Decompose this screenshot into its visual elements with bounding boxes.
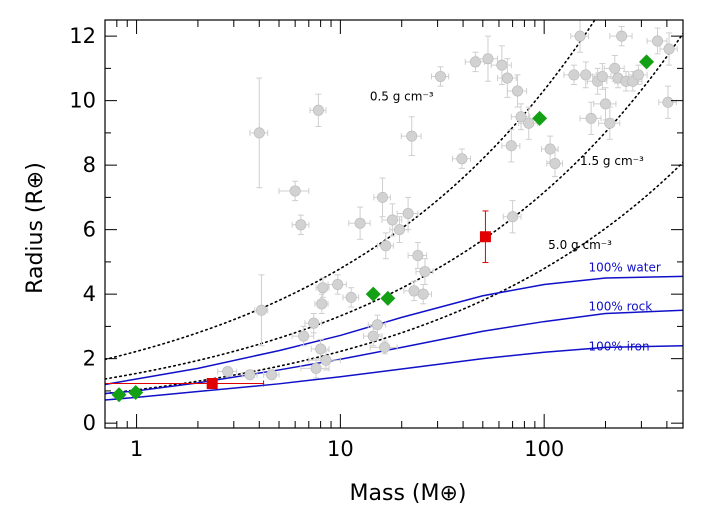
x-tick-label: 100 xyxy=(524,437,564,461)
planet-point xyxy=(222,366,234,378)
planet-point xyxy=(312,104,324,116)
axes-frame: 0 2 4 6 8 10 12 1 10 100 xyxy=(69,19,684,461)
planet-point xyxy=(386,214,398,226)
planet-point xyxy=(419,266,431,278)
planet-point xyxy=(496,59,508,71)
planet-point xyxy=(585,112,597,124)
density-curve-label-0: 0.5 g cm⁻³ xyxy=(370,90,434,104)
density-curve-label-1: 1.5 g cm⁻³ xyxy=(580,154,644,168)
planet-point xyxy=(406,130,418,142)
planet-point xyxy=(317,282,329,294)
planet-point xyxy=(417,288,429,300)
planet-point xyxy=(544,143,556,155)
composition-curve-label-0: 100% water xyxy=(588,261,660,275)
planet-point xyxy=(632,69,644,81)
y-tick-label: 6 xyxy=(83,218,96,242)
y-tick-label: 12 xyxy=(69,24,96,48)
highlight-square xyxy=(479,231,491,243)
density-curve-2 xyxy=(105,161,683,395)
planet-point xyxy=(308,317,320,329)
solar-system-diamond xyxy=(639,54,655,70)
highlight-square xyxy=(206,377,218,389)
plot-frame xyxy=(104,19,684,429)
solar-system-diamond xyxy=(532,110,548,126)
planet-point xyxy=(549,158,561,170)
planet-point xyxy=(412,249,424,261)
planet-point xyxy=(505,140,517,152)
planet-point xyxy=(580,69,592,81)
planet-point xyxy=(295,219,307,231)
solar-system-diamond xyxy=(365,286,381,302)
y-axis-title: Radius (R⊕) xyxy=(23,162,48,294)
x-axis-title: Mass (M⊕) xyxy=(350,481,467,506)
planet-point xyxy=(435,70,447,82)
planet-point xyxy=(456,153,468,165)
y-tick-label: 8 xyxy=(83,153,96,177)
planet-point xyxy=(244,369,256,381)
planet-point xyxy=(501,72,513,84)
planet-point xyxy=(377,191,389,203)
planet-point xyxy=(600,98,612,110)
planet-point xyxy=(663,43,675,55)
composition-curve-2 xyxy=(105,345,683,401)
planet-point xyxy=(316,298,328,310)
planet-point xyxy=(255,304,267,316)
y-tick-label: 2 xyxy=(83,347,96,371)
planet-point xyxy=(652,35,664,47)
planet-point xyxy=(367,330,379,342)
planet-point xyxy=(298,330,310,342)
solar-system-diamond xyxy=(380,290,396,306)
planet-point xyxy=(402,208,414,220)
planet-point xyxy=(253,127,265,139)
y-tick-label: 10 xyxy=(69,89,96,113)
density-curve-0 xyxy=(105,20,596,361)
planet-point xyxy=(393,224,405,236)
planet-point xyxy=(345,291,357,303)
composition-curve-label-1: 100% rock xyxy=(588,299,652,313)
data-points xyxy=(105,20,678,403)
planet-point xyxy=(310,362,322,374)
composition-curve-1 xyxy=(105,309,683,395)
planet-point xyxy=(482,53,494,65)
planet-point xyxy=(574,30,586,42)
y-tick-label: 4 xyxy=(83,282,96,306)
planet-point xyxy=(332,278,344,290)
composition-curve-label-2: 100% iron xyxy=(588,340,649,354)
x-tick-label: 10 xyxy=(327,437,354,461)
planet-point xyxy=(354,217,366,229)
planet-point xyxy=(512,85,524,97)
planet-point xyxy=(289,185,301,197)
composition-curve-0 xyxy=(105,275,683,386)
planet-point xyxy=(523,117,535,129)
planet-point xyxy=(596,70,608,82)
density-curve-1 xyxy=(105,32,683,380)
planet-point xyxy=(469,56,481,68)
solar-system-diamond xyxy=(128,385,144,401)
y-tick-label: 0 xyxy=(83,411,96,435)
solar-system-diamond xyxy=(111,387,127,403)
planet-point xyxy=(662,96,674,108)
planet-point xyxy=(604,117,616,129)
density-curve-label-2: 5.0 g cm⁻³ xyxy=(548,238,612,252)
planet-point xyxy=(315,343,327,355)
planet-point xyxy=(320,354,332,366)
planet-point xyxy=(371,319,383,331)
planet-point xyxy=(380,240,392,252)
curve-labels: 0.5 g cm⁻³ 1.5 g cm⁻³ 5.0 g cm⁻³ 100% water… xyxy=(370,90,661,354)
planet-point xyxy=(507,211,519,223)
planet-point xyxy=(515,111,527,123)
planet-point xyxy=(616,30,628,42)
planet-point xyxy=(379,341,391,353)
planet-point xyxy=(266,369,278,381)
x-tick-label: 1 xyxy=(130,437,143,461)
